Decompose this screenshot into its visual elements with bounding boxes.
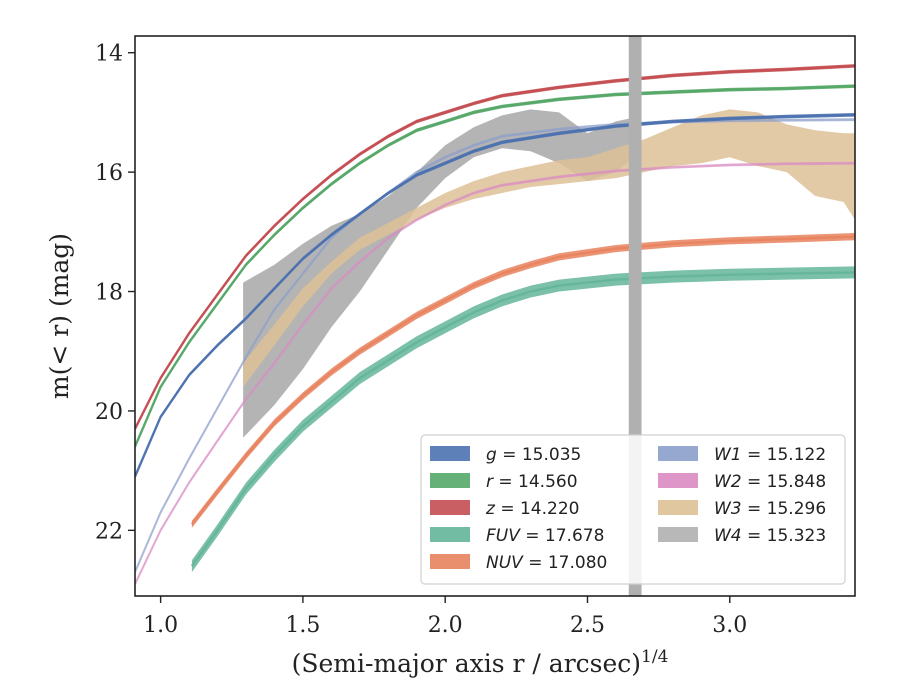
legend-box: [420, 434, 846, 585]
x-tick-label: 3.0: [712, 613, 747, 638]
legend-swatch-z: [430, 500, 470, 515]
legend-item-w4: W4 = 15.323: [658, 526, 826, 546]
legend-swatch-w3: [658, 500, 698, 515]
legend-swatch-w2: [658, 473, 698, 488]
legend-label-nuv: NUV = 17.080: [486, 553, 607, 573]
legend-value-w3: = 15.296: [742, 499, 827, 519]
legend-item-w3: W3 = 15.296: [658, 499, 826, 519]
x-tick-label: 2.5: [570, 613, 605, 638]
y-axis-label: m(< r) (mag): [45, 233, 74, 399]
legend-value-w4: = 15.323: [742, 526, 827, 546]
legend-label-fuv: FUV = 17.678: [486, 526, 604, 546]
legend-label-z: z = 14.220: [485, 499, 579, 519]
y-tick-label: 16: [95, 161, 123, 186]
series-nuv-line: [190, 235, 855, 526]
y-axis: 14 16 18 20 22: [95, 42, 135, 544]
legend-swatch-nuv: [430, 554, 470, 569]
y-tick-label: 14: [95, 42, 123, 67]
legend-var-z: z: [485, 499, 496, 519]
series-nuv-band: [191, 233, 855, 528]
legend-swatch-w4: [658, 527, 698, 542]
legend-value-g: = 15.035: [497, 445, 582, 465]
legend-swatch-fuv: [430, 527, 470, 542]
y-tick-label: 22: [95, 519, 123, 544]
y-tick-label: 20: [95, 400, 123, 425]
legend-var-g: g: [486, 445, 497, 465]
legend-label-g: g = 15.035: [486, 445, 581, 465]
series-g-line: [135, 113, 855, 478]
x-axis-label-superscript: 1/4: [641, 647, 668, 667]
legend-value-r: = 14.560: [493, 472, 578, 492]
legend-swatch-w1: [658, 446, 698, 461]
legend-var-r: r: [486, 472, 494, 492]
legend-item-w2: W2 = 15.848: [658, 472, 826, 492]
legend-label-w1: W1 = 15.122: [714, 445, 826, 465]
legend-value-fuv: = 17.678: [520, 526, 605, 546]
legend-item-w1: W1 = 15.122: [658, 445, 826, 465]
series-fuv-line: [190, 271, 855, 567]
legend-item-r: r = 14.560: [430, 472, 578, 492]
legend-value-w2: = 15.848: [742, 472, 827, 492]
series-z-line: [135, 64, 855, 430]
legend-item-z: z = 14.220: [430, 499, 579, 519]
legend-var-w4: W4: [714, 526, 742, 546]
legend-value-w1: = 15.122: [742, 445, 827, 465]
legend-item-nuv: NUV = 17.080: [430, 553, 607, 573]
legend-var-fuv: FUV: [486, 526, 521, 546]
legend-swatch-r: [430, 473, 470, 488]
legend-var-w1: W1: [714, 445, 742, 465]
legend-value-nuv: = 17.080: [523, 553, 608, 573]
legend-item-g: g = 15.035: [430, 445, 581, 465]
legend-label-r: r = 14.560: [486, 472, 578, 492]
series-w2-line: [135, 162, 855, 585]
x-axis-label: (Semi-major axis r / arcsec)1/4: [292, 647, 669, 678]
x-tick-label: 1.0: [143, 613, 178, 638]
legend-label-w3: W3 = 15.296: [714, 499, 826, 519]
series-w3-band: [243, 109, 855, 387]
legend-value-z: = 14.220: [495, 499, 580, 519]
legend-var-w2: W2: [714, 472, 742, 492]
plot-frame: [134, 35, 856, 597]
legend-var-nuv: NUV: [486, 553, 524, 573]
legend-var-w3: W3: [714, 499, 742, 519]
legend-swatch-g: [430, 446, 470, 461]
legend-label-w2: W2 = 15.848: [714, 472, 826, 492]
x-axis: 1.0 1.5 2.0 2.5 3.0: [143, 596, 747, 638]
legend-label-w4: W4 = 15.323: [714, 526, 826, 546]
y-tick-label: 18: [95, 281, 123, 306]
x-tick-label: 1.5: [285, 613, 320, 638]
series-r-line: [135, 84, 855, 448]
legend-item-fuv: FUV = 17.678: [430, 526, 604, 546]
x-tick-label: 2.0: [428, 613, 463, 638]
